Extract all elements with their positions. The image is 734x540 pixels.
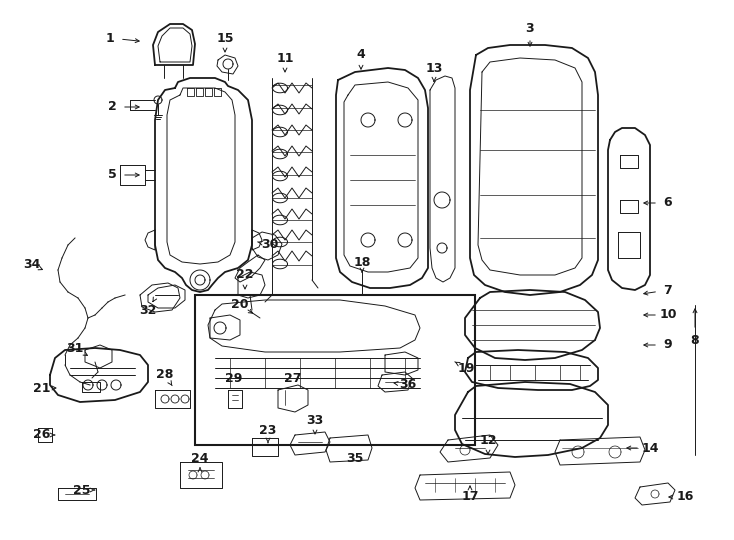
Text: 33: 33 <box>306 414 324 427</box>
Text: 1: 1 <box>106 31 115 44</box>
Text: 23: 23 <box>259 423 277 436</box>
Text: 16: 16 <box>676 490 694 503</box>
Text: 3: 3 <box>526 22 534 35</box>
Text: 24: 24 <box>192 451 208 464</box>
Text: 26: 26 <box>33 429 51 442</box>
Text: 35: 35 <box>346 451 363 464</box>
Text: 20: 20 <box>231 299 249 312</box>
Text: 2: 2 <box>108 100 117 113</box>
Text: 30: 30 <box>261 239 279 252</box>
Text: 32: 32 <box>139 303 156 316</box>
Text: 11: 11 <box>276 51 294 64</box>
Text: 21: 21 <box>33 381 51 395</box>
Text: 18: 18 <box>353 255 371 268</box>
Text: 27: 27 <box>284 372 302 384</box>
Text: 5: 5 <box>108 168 117 181</box>
Text: 10: 10 <box>659 308 677 321</box>
Text: 19: 19 <box>457 361 475 375</box>
Text: 17: 17 <box>461 490 479 503</box>
Text: 7: 7 <box>664 284 672 296</box>
Text: 6: 6 <box>664 197 672 210</box>
Text: 9: 9 <box>664 339 672 352</box>
Text: 28: 28 <box>156 368 174 381</box>
Text: 25: 25 <box>73 483 91 496</box>
Text: 13: 13 <box>425 62 443 75</box>
Text: 29: 29 <box>225 372 243 384</box>
Text: 34: 34 <box>23 259 40 272</box>
Text: 22: 22 <box>236 268 254 281</box>
Text: 36: 36 <box>399 379 417 392</box>
Text: 8: 8 <box>691 334 700 347</box>
Text: 15: 15 <box>217 31 233 44</box>
Text: 31: 31 <box>66 341 84 354</box>
Text: 14: 14 <box>642 442 658 455</box>
Text: 4: 4 <box>357 49 366 62</box>
Text: 12: 12 <box>479 434 497 447</box>
Bar <box>195 295 475 445</box>
